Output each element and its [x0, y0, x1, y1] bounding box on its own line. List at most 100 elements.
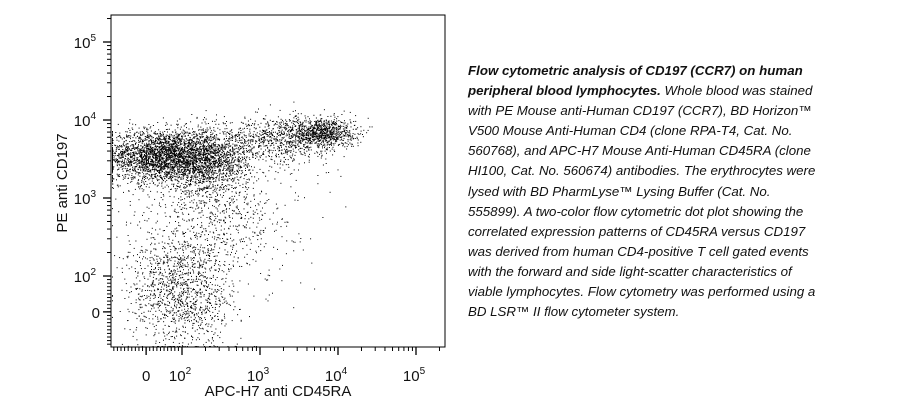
data-point [225, 158, 227, 160]
data-point [167, 171, 168, 173]
data-point [185, 153, 187, 155]
data-point [193, 136, 194, 138]
data-point [202, 176, 204, 178]
data-point [345, 133, 347, 135]
data-point [273, 124, 275, 126]
data-point [113, 178, 115, 180]
data-point [223, 123, 225, 125]
data-point [165, 146, 167, 148]
data-point [200, 149, 202, 151]
data-point [153, 152, 155, 154]
data-point [192, 169, 194, 170]
data-point [132, 176, 134, 178]
data-point [177, 134, 179, 136]
data-point [143, 150, 145, 152]
data-point [234, 140, 236, 142]
data-point [259, 155, 261, 157]
data-point [112, 168, 113, 169]
data-point [137, 153, 139, 155]
data-point [184, 187, 186, 189]
data-point [141, 141, 143, 143]
data-point [207, 146, 209, 148]
data-point [212, 147, 214, 149]
data-point [314, 126, 316, 128]
data-point [123, 150, 125, 152]
data-point [195, 190, 197, 192]
data-point [173, 143, 175, 145]
data-point [154, 149, 156, 151]
data-point [233, 188, 234, 189]
data-point [248, 165, 250, 167]
data-point [231, 129, 233, 131]
data-point [280, 130, 282, 132]
data-point [112, 159, 113, 161]
data-point [163, 160, 165, 162]
data-point [228, 168, 230, 170]
data-point [214, 148, 216, 150]
data-point [163, 166, 165, 168]
data-point [233, 178, 235, 180]
data-point [191, 144, 193, 146]
data-point [144, 155, 146, 156]
data-point [174, 158, 176, 160]
data-point [239, 160, 241, 162]
data-point [231, 174, 233, 176]
data-point [197, 169, 199, 171]
data-point [172, 143, 174, 145]
data-point [133, 153, 135, 155]
data-point [210, 130, 212, 132]
data-point [174, 149, 176, 151]
data-point [246, 149, 248, 151]
data-point [140, 138, 142, 140]
data-point [238, 182, 240, 184]
data-point [349, 119, 351, 121]
data-point [191, 166, 193, 168]
data-point [226, 140, 228, 142]
data-point [154, 169, 156, 171]
data-point [150, 149, 152, 151]
data-point [168, 141, 169, 143]
data-point [151, 136, 153, 137]
data-point [157, 166, 159, 168]
data-point [124, 154, 126, 156]
data-point [165, 149, 167, 151]
data-point [234, 145, 236, 147]
data-point [170, 166, 172, 168]
data-point [160, 145, 162, 147]
data-point [212, 171, 214, 173]
data-point [164, 149, 166, 151]
data-point [299, 136, 301, 137]
data-point [172, 147, 174, 148]
data-point [118, 146, 120, 148]
data-point [145, 139, 147, 141]
data-point [179, 133, 180, 135]
data-point [289, 126, 291, 128]
data-point [192, 168, 194, 170]
data-point [188, 194, 190, 196]
data-point [310, 130, 311, 132]
data-point [215, 119, 217, 121]
data-point [341, 132, 343, 134]
data-point [161, 162, 163, 164]
data-point [205, 187, 207, 189]
data-point [183, 171, 185, 173]
data-point [220, 153, 222, 155]
data-point [112, 133, 113, 135]
data-point [220, 158, 222, 160]
data-point [240, 121, 242, 123]
data-point [322, 164, 324, 166]
data-point [177, 123, 179, 125]
data-point [112, 170, 113, 172]
data-point [154, 132, 156, 134]
data-point [180, 133, 182, 135]
data-point [192, 165, 194, 167]
data-point [120, 146, 122, 148]
data-point [188, 128, 190, 130]
data-point [167, 167, 169, 169]
data-point [134, 162, 136, 164]
data-point [189, 167, 191, 169]
data-point [141, 166, 142, 168]
data-point [182, 135, 184, 137]
data-point [166, 153, 168, 155]
data-point [231, 134, 233, 136]
